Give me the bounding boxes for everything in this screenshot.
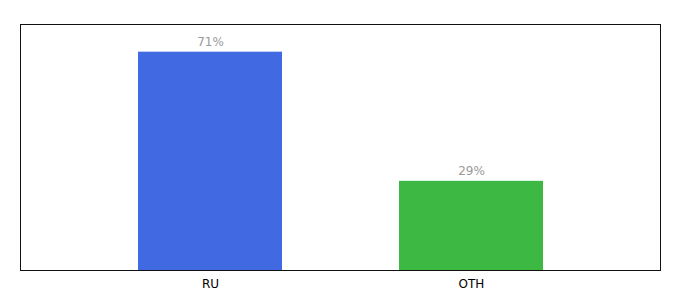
svg-text:OTH: OTH — [459, 277, 485, 291]
svg-text:29%: 29% — [458, 164, 485, 178]
svg-text:71%: 71% — [197, 35, 224, 49]
svg-text:RU: RU — [202, 277, 219, 291]
